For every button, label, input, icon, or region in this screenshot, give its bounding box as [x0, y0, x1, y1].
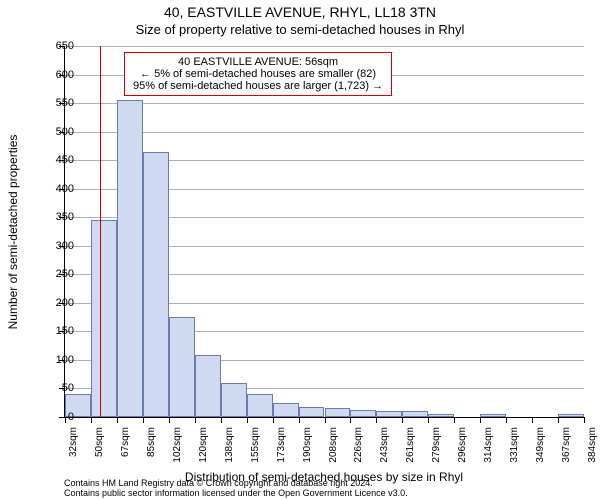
- x-tick: [325, 417, 326, 423]
- x-tick: [584, 417, 585, 423]
- chart-title: 40, EASTVILLE AVENUE, RHYL, LL18 3TN: [0, 0, 600, 20]
- histogram-bar: [221, 383, 247, 417]
- info-box: 40 EASTVILLE AVENUE: 56sqm ← 5% of semi-…: [124, 52, 392, 96]
- x-tick: [299, 417, 300, 423]
- footer-line-2: Contains public sector information licen…: [64, 488, 408, 498]
- y-tick-label: 200: [40, 297, 74, 309]
- x-tick: [273, 417, 274, 423]
- x-tick: [454, 417, 455, 423]
- x-tick: [221, 417, 222, 423]
- y-tick-label: 50: [40, 382, 74, 394]
- histogram-bar: [195, 355, 221, 417]
- y-tick-label: 550: [40, 97, 74, 109]
- histogram-bar: [169, 317, 195, 417]
- histogram-bar: [350, 410, 376, 417]
- y-tick-label: 100: [40, 354, 74, 366]
- histogram-bar: [143, 152, 169, 417]
- x-tick-label: 384sqm: [587, 427, 598, 477]
- x-tick: [117, 417, 118, 423]
- histogram-bar: [376, 411, 402, 417]
- x-tick: [558, 417, 559, 423]
- y-tick-label: 500: [40, 126, 74, 138]
- histogram-bar: [91, 220, 117, 417]
- x-tick: [376, 417, 377, 423]
- info-line-3: 95% of semi-detached houses are larger (…: [133, 80, 383, 92]
- footer-line-1: Contains HM Land Registry data © Crown c…: [64, 478, 408, 488]
- histogram-bar: [428, 414, 454, 417]
- x-tick: [350, 417, 351, 423]
- y-tick-label: 300: [40, 240, 74, 252]
- marker-line: [100, 46, 101, 417]
- histogram-bar: [247, 394, 273, 417]
- gridline: [65, 46, 584, 47]
- x-tick: [169, 417, 170, 423]
- y-tick-label: 600: [40, 69, 74, 81]
- histogram-bar: [299, 407, 325, 417]
- x-tick: [402, 417, 403, 423]
- histogram-bar: [558, 414, 584, 417]
- y-tick-label: 250: [40, 268, 74, 280]
- y-tick-label: 450: [40, 154, 74, 166]
- x-tick: [91, 417, 92, 423]
- x-tick: [532, 417, 533, 423]
- chart-plot: 32sqm50sqm67sqm85sqm102sqm120sqm138sqm15…: [64, 46, 584, 418]
- x-tick: [428, 417, 429, 423]
- x-tick: [247, 417, 248, 423]
- histogram-bar: [273, 403, 299, 417]
- gridline: [65, 132, 584, 133]
- gridline: [65, 103, 584, 104]
- histogram-bar: [402, 411, 428, 417]
- histogram-bar: [480, 414, 506, 417]
- y-tick-label: 150: [40, 325, 74, 337]
- x-tick: [480, 417, 481, 423]
- histogram-bar: [325, 408, 351, 417]
- y-tick-label: 0: [40, 411, 74, 423]
- histogram-bar: [117, 100, 143, 417]
- chart-subtitle: Size of property relative to semi-detach…: [0, 20, 600, 37]
- x-tick: [143, 417, 144, 423]
- y-tick-label: 400: [40, 183, 74, 195]
- y-axis-label: Number of semi-detached properties: [6, 46, 20, 418]
- info-line-2: ← 5% of semi-detached houses are smaller…: [133, 68, 383, 80]
- y-tick-label: 350: [40, 211, 74, 223]
- y-tick-label: 650: [40, 40, 74, 52]
- x-tick: [506, 417, 507, 423]
- footer: Contains HM Land Registry data © Crown c…: [64, 478, 408, 498]
- info-line-1: 40 EASTVILLE AVENUE: 56sqm: [133, 56, 383, 68]
- x-tick: [195, 417, 196, 423]
